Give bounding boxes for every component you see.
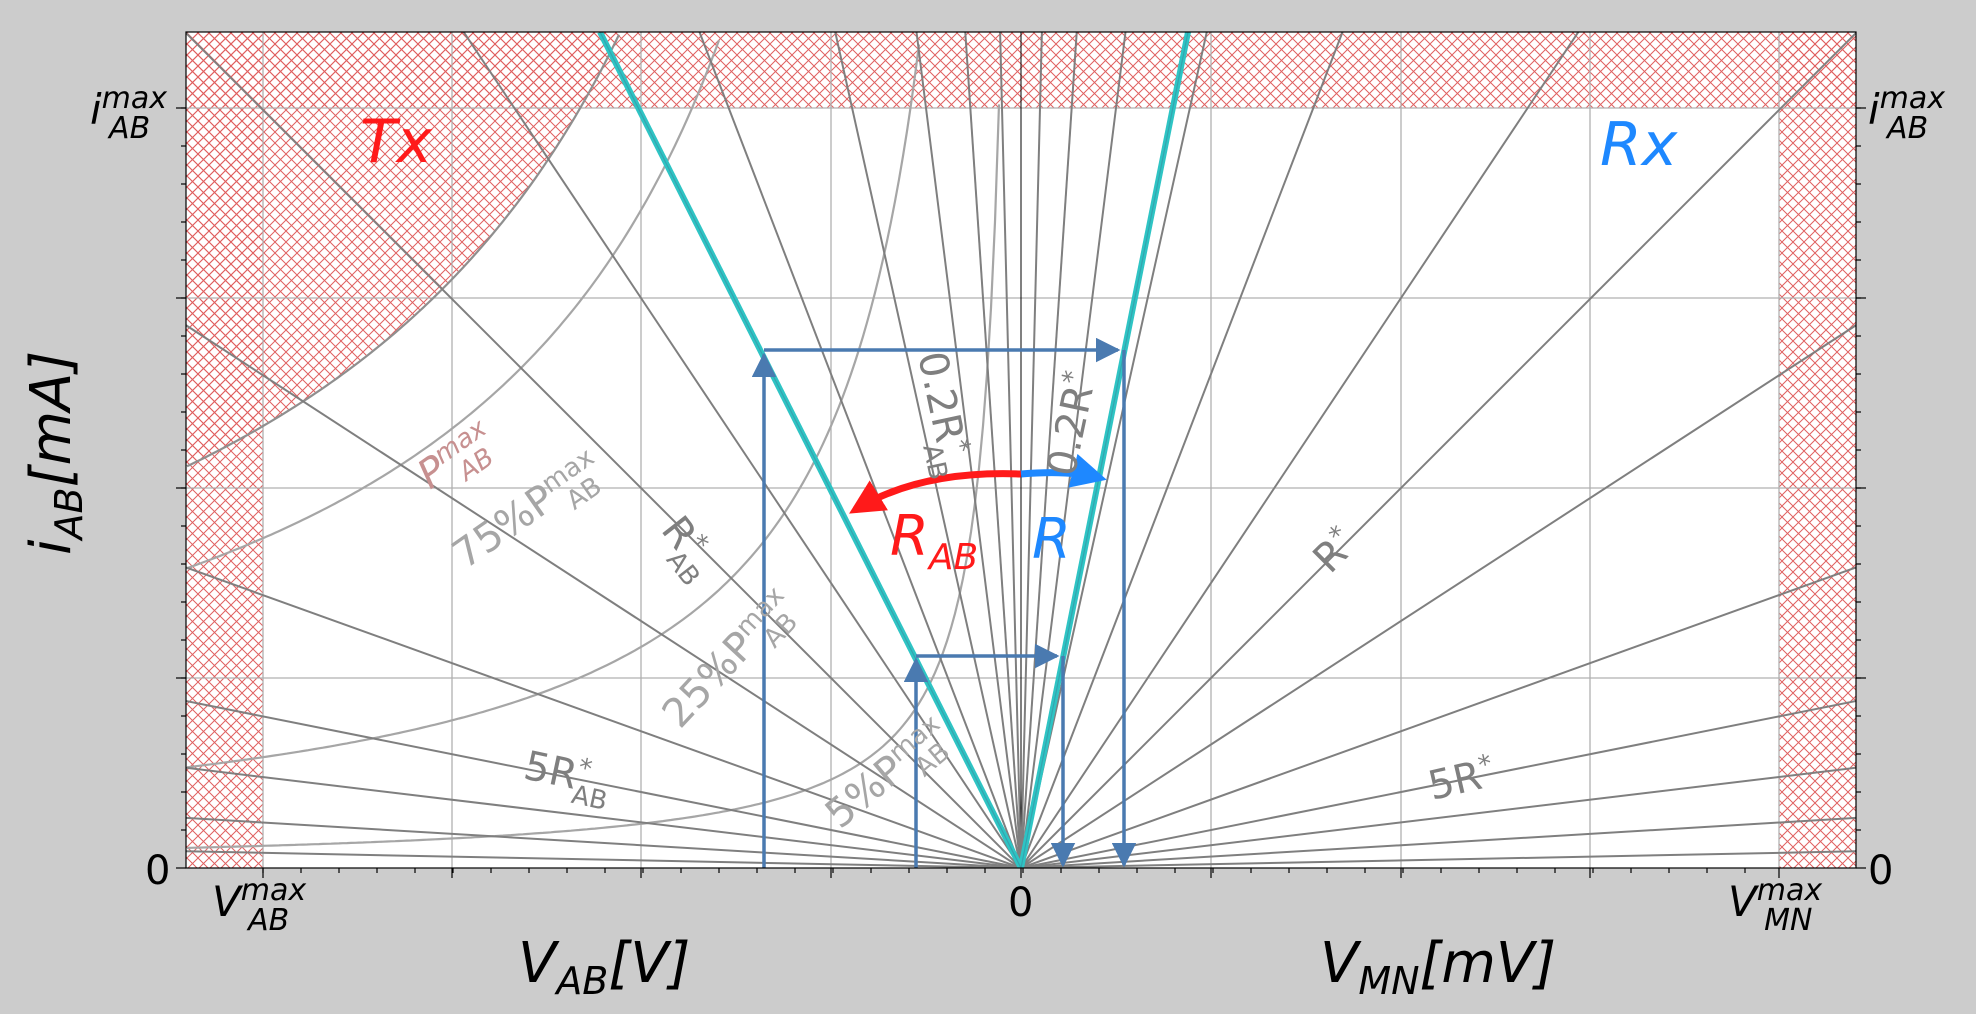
rab-line-2 [186,766,1022,868]
p25-curve [186,44,921,769]
rab-line-7 [462,32,1022,868]
r-curved-arrow [1020,453,1107,488]
r-arrow-label: R [1032,507,1071,572]
rab-line-6 [186,32,1022,868]
r-line-2 [1020,766,1856,868]
vmax-right: Vmax MN [1728,873,1822,938]
rab-line-3 [186,699,1022,868]
resistance-lines [186,32,1856,868]
rab-line-11 [964,32,1022,868]
x-right-axis-label: VMN[mV] [1320,931,1556,1003]
rab-line-8 [698,32,1022,868]
r-line-5 [1020,324,1856,868]
pmax-curve [186,34,620,468]
y-axis-label: iAB[mA] [19,351,91,555]
power-curves [186,34,1001,849]
hatch-right [1779,32,1856,868]
imax-right: imax AB [1868,81,1945,146]
rab-line-9 [834,32,1022,868]
imax-left: imax AB [90,81,167,146]
x-left-axis-label: VAB[V] [518,931,690,1003]
y-zero-left: 0 [145,848,170,894]
rab-line-1 [186,816,1022,868]
axis-ticks [176,107,1866,878]
vmax-left: Vmax AB [212,873,306,938]
r-line-11 [1020,32,1078,868]
rab-line-10 [915,32,1022,868]
x-zero: 0 [1008,880,1033,926]
r-line-0 [1020,850,1856,868]
construction-arrows [751,337,1137,868]
rx-label: Rx [1600,110,1678,180]
r-line-12 [1020,32,1043,868]
rab-line-0 [186,850,1022,868]
y-zero-right: 0 [1868,848,1893,894]
rab-arrow-label: RAB [890,504,978,578]
rab-line-5 [186,324,1022,868]
p5-curve [186,104,1001,849]
r-line-10 [1020,32,1127,868]
p75-curve [186,39,721,570]
r-line-8 [1020,32,1344,868]
r-line-4 [1020,566,1856,868]
rab-curved-arrow [849,470,1022,514]
r-line-6 [1020,32,1856,868]
r-line-3 [1020,699,1856,868]
tx-label: Tx [360,107,433,177]
rab-line-12 [999,32,1022,868]
five-rab-label: 5R*AB [518,742,616,817]
rab-line-4 [186,566,1022,868]
r-line-1 [1020,816,1856,868]
r-line-7 [1020,32,1580,868]
